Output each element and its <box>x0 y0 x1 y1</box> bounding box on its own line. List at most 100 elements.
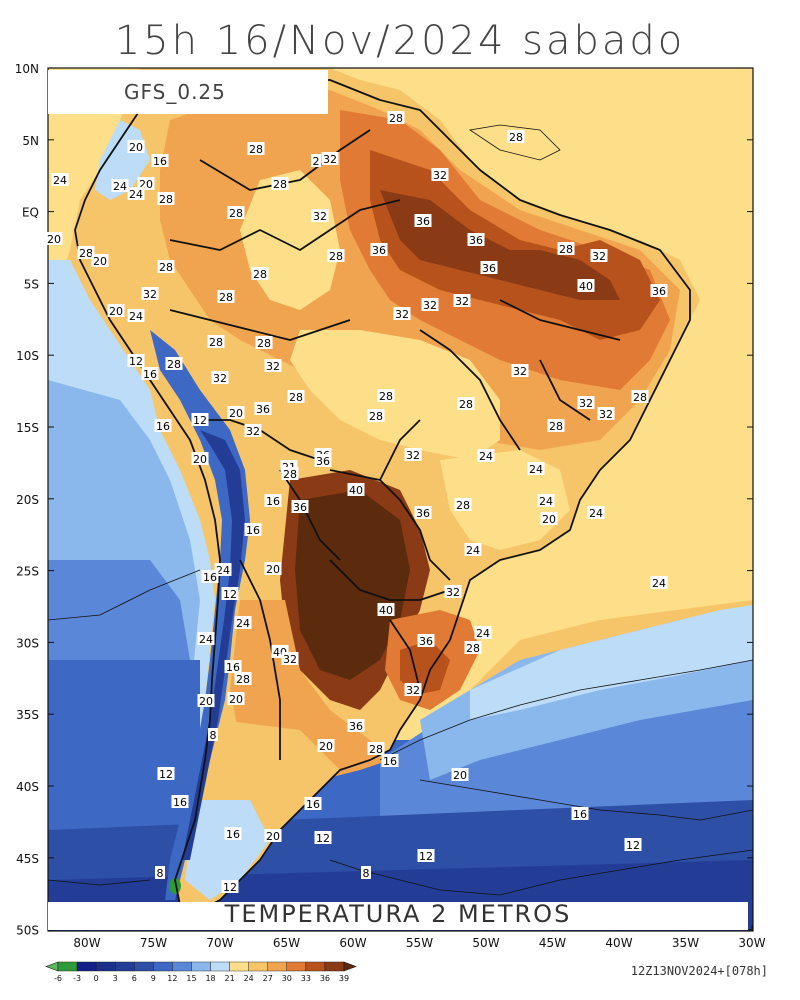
contour-label-bg <box>281 467 299 480</box>
contour-label-bg <box>557 242 575 255</box>
contour-label-bg <box>444 585 462 598</box>
contour-label: 24 <box>129 310 143 323</box>
contour-label-bg <box>377 603 395 616</box>
colorbar-right-arrow <box>343 961 357 972</box>
contour-label-bg <box>547 419 565 432</box>
lon-label: 45W <box>539 936 566 950</box>
contour-label: 2 <box>313 155 320 168</box>
contour-label: 16 <box>573 808 587 821</box>
contour-label: 8 <box>157 867 164 880</box>
contour-label-bg <box>464 543 482 556</box>
lat-label: 45S <box>16 852 39 866</box>
contour-label-bg <box>381 754 399 767</box>
contour-label: 40 <box>379 604 393 617</box>
colorbar-swatch <box>172 961 192 972</box>
contour-label: 28 <box>257 337 271 350</box>
contour-label: 12 <box>159 768 173 781</box>
contour-label: 16 <box>173 796 187 809</box>
contour-label-bg <box>317 739 335 752</box>
contour-label-bg <box>314 454 332 467</box>
map-field <box>48 68 753 931</box>
contour-label-bg <box>91 254 109 267</box>
contour-label-bg <box>227 692 245 705</box>
contour-label-bg <box>477 449 495 462</box>
contour-label: 20 <box>129 141 143 154</box>
variable-label: TEMPERATURA 2 METROS <box>48 902 748 930</box>
contour-label: 24 <box>529 463 543 476</box>
contour-label: 12 <box>419 850 433 863</box>
contour-label: 32 <box>406 684 420 697</box>
contour-label-bg <box>597 407 615 420</box>
contour-label: 28 <box>509 131 523 144</box>
model-label: GFS_0.25 <box>48 70 328 114</box>
contour-label-bg <box>304 797 322 810</box>
contour-label: 28 <box>329 250 343 263</box>
contour-label-bg <box>157 767 175 780</box>
contour-label-bg <box>377 389 395 402</box>
lon-label: 55W <box>406 936 433 950</box>
contour-label-bg <box>247 142 265 155</box>
colorbar-tick-label: 0 <box>94 974 99 983</box>
contour-label: 28 <box>289 391 303 404</box>
contour-label: 20 <box>266 830 280 843</box>
colorbar-swatch <box>114 961 135 972</box>
contour-label: 24 <box>53 174 67 187</box>
colorbar-swatch <box>229 961 249 972</box>
contour-label: 12 <box>223 881 237 894</box>
contour-label: 32 <box>423 299 437 312</box>
contour-label: 28 <box>283 468 297 481</box>
contour-label-bg <box>171 795 189 808</box>
contour-label-bg <box>107 304 125 317</box>
colorbar-tick-label: -3 <box>73 974 81 983</box>
contour-label-bg <box>191 413 209 426</box>
contour-label: 28 <box>369 743 383 756</box>
contour-label: 20 <box>229 407 243 420</box>
contour-label-bg <box>224 827 242 840</box>
contour-label: 20 <box>229 693 243 706</box>
contour-label-bg <box>361 866 371 879</box>
contour-label-bg <box>511 364 529 377</box>
contour-label-bg <box>234 616 252 629</box>
colorbar-swatch <box>210 961 230 972</box>
contour-label-bg <box>624 838 642 851</box>
contour-label: 12 <box>129 355 143 368</box>
contour-label: 20 <box>266 563 280 576</box>
contour-label: 28 <box>229 207 243 220</box>
contour-label-bg <box>414 214 432 227</box>
lat-label: 25S <box>16 565 39 579</box>
contour-label: 28 <box>456 499 470 512</box>
contour-label: 12 <box>193 414 207 427</box>
contour-label-bg <box>631 390 649 403</box>
contour-label-bg <box>287 390 305 403</box>
contour-label: 12 <box>223 588 237 601</box>
contour-label: 16 <box>266 495 280 508</box>
contour-label-bg <box>571 807 589 820</box>
lat-label: 50S <box>16 924 39 938</box>
contour-label-bg <box>404 683 422 696</box>
contour-label: 28 <box>559 243 573 256</box>
contour-label: 24 <box>236 617 250 630</box>
lon-label: 70W <box>206 936 233 950</box>
colorbar-swatch <box>305 961 326 972</box>
contour-label: 36 <box>293 501 307 514</box>
contour-label-bg <box>464 641 482 654</box>
contour-label-bg <box>227 406 245 419</box>
colorbar-left-arrow <box>45 961 59 972</box>
colorbar-tick-label: 3 <box>113 974 118 983</box>
longitude-axis: 80W 75W 70W 65W 60W 55W 50W 45W 40W 35W 30W <box>73 925 766 950</box>
contour-label-bg <box>264 359 282 372</box>
contour-label-bg <box>197 694 215 707</box>
contour-label: 28 <box>249 143 263 156</box>
contour-label-bg <box>77 246 95 259</box>
contour-label-bg <box>321 152 339 165</box>
contour-label: 16 <box>383 755 397 768</box>
contour-label: 40 <box>579 280 593 293</box>
contour-label-bg <box>367 409 385 422</box>
contour-label-bg <box>527 462 545 475</box>
contour-label: 20 <box>193 453 207 466</box>
colorbar-tick-label: 27 <box>263 974 273 983</box>
colorbar-tick-label: 33 <box>301 974 311 983</box>
lat-label: 20S <box>16 493 39 507</box>
contour-label: 20 <box>199 695 213 708</box>
